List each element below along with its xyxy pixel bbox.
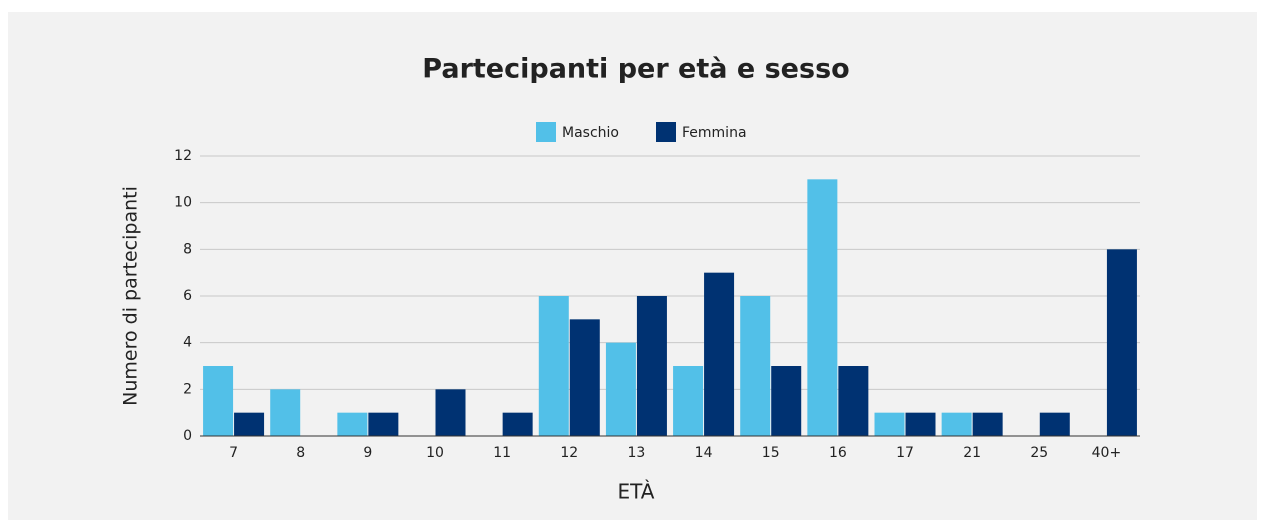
bar (740, 296, 771, 436)
bar (636, 296, 667, 436)
chart-background (8, 12, 1257, 520)
x-tick-label: 21 (963, 445, 981, 461)
x-axis-label: ETÀ (618, 480, 655, 504)
bar (538, 296, 569, 436)
y-tick-label: 4 (183, 335, 192, 351)
bar (1039, 412, 1070, 436)
y-axis-label: Numero di partecipanti (120, 186, 142, 406)
bar (771, 366, 802, 436)
legend-label: Maschio (562, 125, 619, 141)
bar (234, 412, 265, 436)
bar (704, 272, 735, 436)
bar (941, 412, 972, 436)
x-tick-label: 40+ (1092, 445, 1122, 461)
bar (673, 366, 704, 436)
bar (502, 412, 533, 436)
y-tick-label: 6 (183, 288, 192, 304)
x-tick-label: 25 (1030, 445, 1048, 461)
x-tick-label: 9 (363, 445, 372, 461)
bar (1106, 249, 1137, 436)
x-tick-label: 7 (229, 445, 238, 461)
y-tick-label: 8 (183, 241, 192, 257)
bar (368, 412, 399, 436)
bar (807, 179, 838, 437)
bar (270, 389, 301, 436)
x-tick-label: 13 (628, 445, 646, 461)
x-tick-label: 8 (296, 445, 305, 461)
legend-swatch (656, 122, 676, 142)
bar (435, 389, 466, 436)
x-tick-label: 11 (493, 445, 511, 461)
bar (203, 366, 234, 436)
x-tick-label: 15 (762, 445, 780, 461)
y-tick-label: 12 (174, 148, 192, 164)
bar (605, 342, 636, 436)
bar (905, 412, 936, 436)
x-tick-label: 10 (426, 445, 444, 461)
legend-swatch (536, 122, 556, 142)
bar (569, 319, 600, 436)
bar (337, 412, 368, 436)
x-tick-label: 16 (829, 445, 847, 461)
x-tick-label: 14 (695, 445, 713, 461)
y-tick-label: 0 (183, 428, 192, 444)
bar (972, 412, 1003, 436)
y-tick-label: 2 (183, 381, 192, 397)
bar (874, 412, 905, 436)
legend-label: Femmina (682, 125, 747, 141)
chart-title: Partecipanti per età e sesso (422, 54, 849, 85)
bar (838, 366, 869, 436)
y-tick-label: 10 (174, 195, 192, 211)
x-tick-label: 12 (560, 445, 578, 461)
x-tick-label: 17 (896, 445, 914, 461)
